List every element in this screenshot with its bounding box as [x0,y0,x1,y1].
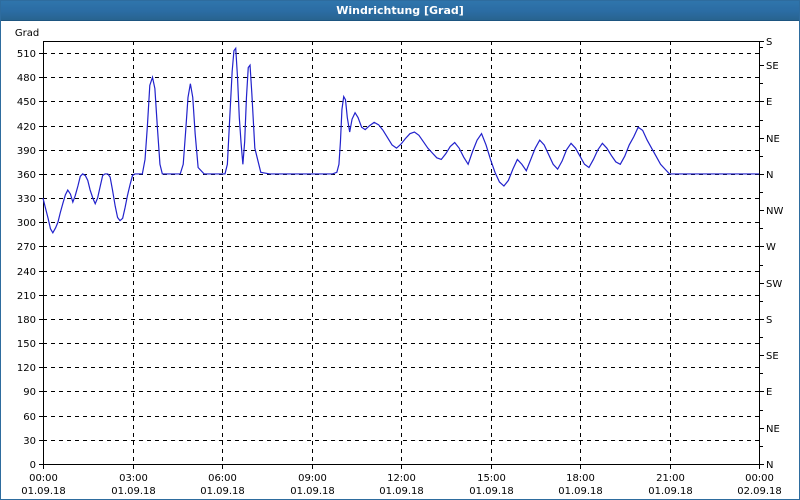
y2-axis-tick-label: S [766,315,772,326]
x-axis-tick-label: 15:00 [477,473,506,484]
y-axis-tick-label: 270 [17,242,36,253]
x-axis-date-label: 01.09.18 [21,486,66,497]
y2-axis-tick-label: N [766,460,773,471]
y2-axis-tick-label: NW [766,206,783,217]
chart-plot-container: 0 30 60 90 120 150 180 210 240 270 300 330 360 390 420… [1,22,799,499]
y-axis-tick-label: 180 [17,315,36,326]
x-axis-date-label: 02.09.18 [737,486,782,497]
grid-layer [43,41,759,464]
y-axis-tick-label: 0 [30,460,36,471]
y-axis-tick-label: 510 [17,49,36,60]
x-axis-date-label: 01.09.18 [200,486,245,497]
x-axis-date-label: 01.09.18 [469,486,514,497]
y2-axis-tick-label: S [766,37,772,48]
y-axis-tick-label: 300 [17,218,36,229]
x-axis-date-label: 01.09.18 [290,486,335,497]
y2-axis-tick-label: W [766,242,776,253]
y-axis-unit-label: Grad [15,28,39,39]
y-axis-tick-label: 420 [17,122,36,133]
y2-axis-tick-label: NE [766,424,780,435]
y2-axis-tick-label: SE [766,351,779,362]
y-axis-tick-label: 450 [17,97,36,108]
y-axis-tick-label: 390 [17,146,36,157]
y-axis-labels: 0 30 60 90 120 150 180 210 240 270 300 330 360 390 420… [17,49,36,471]
y-axis-tick-label: 480 [17,73,36,84]
axis-layer [39,41,764,469]
series-line-windrichtung [42,46,759,234]
y-axis-tick-label: 330 [17,194,36,205]
x-axis-date-label: 01.09.18 [558,486,603,497]
x-axis-date-label: 01.09.18 [379,486,424,497]
x-axis-tick-label: 03:00 [119,473,148,484]
x-axis-date-label: 01.09.18 [111,486,156,497]
wind-direction-chart: 0 30 60 90 120 150 180 210 240 270 300 330 360 390 420… [15,28,784,497]
window-title: Windrichtung [Grad] [336,4,464,17]
y-axis-tick-label: 150 [17,339,36,350]
y2-axis-tick-label: N [766,170,773,181]
y2-axis-tick-label: E [766,387,772,398]
x-axis-tick-label: 00:00 [745,473,774,484]
y-axis-tick-label: 210 [17,291,36,302]
y2-axis-tick-label: E [766,97,772,108]
x-axis-date-label: 01.09.18 [648,486,693,497]
y-axis-tick-label: 60 [23,412,36,423]
x-axis-tick-label: 18:00 [566,473,595,484]
data-series-layer [42,46,759,234]
x-axis-tick-label: 12:00 [387,473,416,484]
y-axis-tick-label: 120 [17,363,36,374]
y2-axis-labels: N NE E SE S SW W NW N NE E SE S [766,37,783,471]
x-axis-tick-label: 00:00 [29,473,58,484]
y2-axis-tick-label: NE [766,134,780,145]
y-axis-tick-label: 30 [23,436,36,447]
x-axis-labels: 00:00 01.09.18 03:00 01.09.18 06:00 01.09.18 0… [21,473,782,497]
y2-axis-tick-label: SE [766,61,779,72]
x-axis-tick-label: 21:00 [656,473,685,484]
y-axis-tick-label: 240 [17,267,36,278]
x-axis-tick-label: 09:00 [298,473,327,484]
window-titlebar: Windrichtung [Grad] [1,1,799,21]
x-axis-tick-label: 06:00 [208,473,237,484]
y2-axis-tick-label: SW [766,279,782,290]
y-axis-tick-label: 360 [17,170,36,181]
y-axis-tick-label: 90 [23,387,36,398]
